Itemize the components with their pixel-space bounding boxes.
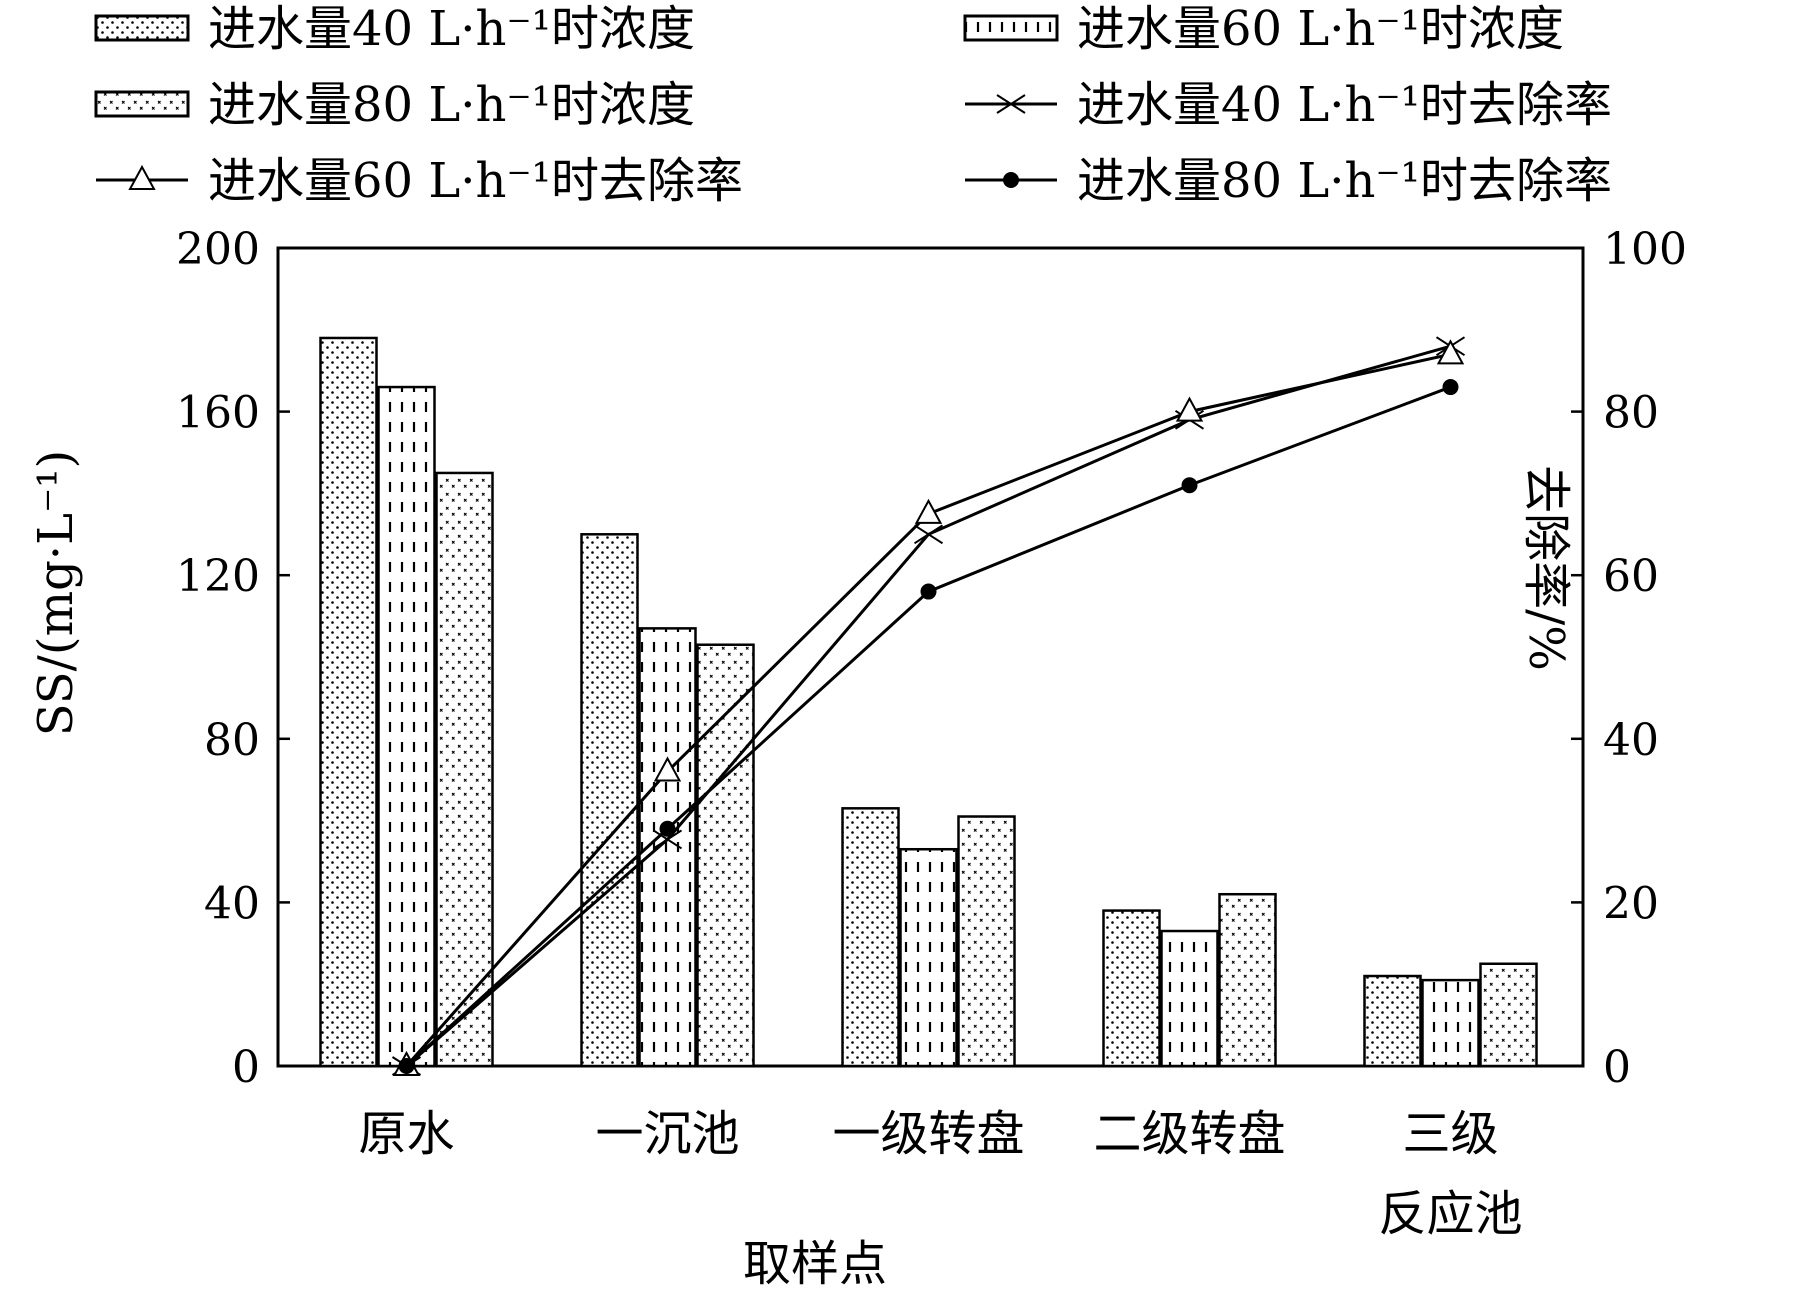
y-left-tick-label-4: 160 bbox=[176, 388, 260, 439]
bar-3-1 bbox=[435, 471, 494, 1068]
y-right-tick-label-0: 0 bbox=[1603, 1042, 1631, 1093]
bar-3-3 bbox=[957, 815, 1016, 1068]
bar-2-1 bbox=[377, 385, 436, 1068]
legend-swatch-2 bbox=[963, 14, 1059, 42]
line-point-3-2 bbox=[659, 820, 676, 837]
line-point-2-2 bbox=[653, 756, 682, 782]
y-axis-label-left: SS/(mg·L⁻¹) bbox=[28, 450, 84, 737]
legend-item-6: 进水量80 L·h⁻¹时去除率 bbox=[965, 153, 1612, 209]
line-point-1-2 bbox=[652, 829, 683, 850]
bar-3-2 bbox=[696, 643, 755, 1068]
y-left-tick-label-5: 200 bbox=[176, 224, 260, 275]
x-tick-label-4: 二级转盘 bbox=[1093, 1106, 1285, 1162]
x-tick-label-5-2: 反应池 bbox=[1378, 1186, 1522, 1242]
bar-3-5 bbox=[1479, 962, 1538, 1068]
legend-marker-4 bbox=[996, 94, 1026, 114]
x-tick-label-3: 一级转盘 bbox=[832, 1106, 1024, 1162]
legend-label-4: 进水量40 L·h⁻¹时去除率 bbox=[1077, 77, 1612, 133]
line-point-2-5 bbox=[1436, 339, 1465, 365]
y-right-tick-label-3: 60 bbox=[1603, 551, 1659, 602]
legend-swatch-3 bbox=[94, 90, 190, 118]
bar-2-3 bbox=[899, 847, 958, 1068]
x-axis-label: 取样点 bbox=[743, 1236, 887, 1289]
x-tick-label-1: 原水 bbox=[358, 1106, 454, 1162]
legend-swatch-1 bbox=[94, 14, 190, 42]
legend-item-5: 进水量60 L·h⁻¹时去除率 bbox=[96, 153, 743, 209]
bars-layer bbox=[319, 336, 1538, 1068]
axes-layer: 0 40 80 120 160 200 0 20 40 60 80 100 原水 一沉池 一级转盘 二级转盘 三… bbox=[176, 224, 1687, 1242]
line-point-3-4 bbox=[1181, 477, 1198, 494]
legend-item-1: 进水量40 L·h⁻¹时浓度 bbox=[94, 1, 695, 57]
bar-1-1 bbox=[319, 336, 378, 1068]
y-left-tick-label-2: 80 bbox=[204, 715, 260, 766]
legend-label-5: 进水量60 L·h⁻¹时去除率 bbox=[208, 153, 743, 209]
line-point-3-5 bbox=[1442, 379, 1459, 396]
legend-marker-6 bbox=[1003, 172, 1019, 188]
y-right-tick-label-1: 20 bbox=[1603, 878, 1659, 929]
bar-1-3 bbox=[841, 807, 900, 1068]
legend-label-6: 进水量80 L·h⁻¹时去除率 bbox=[1077, 153, 1612, 209]
y-left-tick-label-0: 0 bbox=[232, 1042, 260, 1093]
y-right-tick-label-4: 80 bbox=[1603, 388, 1659, 439]
line-point-3-1 bbox=[398, 1058, 415, 1074]
bar-1-4 bbox=[1102, 909, 1161, 1068]
x-tick-label-2: 一沉池 bbox=[595, 1106, 739, 1162]
legend-label-2: 进水量60 L·h⁻¹时浓度 bbox=[1077, 1, 1564, 57]
x-tick-label-5-1: 三级 bbox=[1402, 1106, 1498, 1162]
legend-label-3: 进水量80 L·h⁻¹时浓度 bbox=[208, 77, 695, 133]
y-axis-label-right: 去除率/% bbox=[1518, 465, 1574, 671]
legend-item-2: 进水量60 L·h⁻¹时浓度 bbox=[963, 1, 1564, 57]
bar-2-4 bbox=[1160, 929, 1219, 1068]
bar-1-5 bbox=[1363, 974, 1422, 1068]
line-point-2-4 bbox=[1175, 396, 1204, 422]
bar-3-4 bbox=[1218, 892, 1277, 1068]
y-left-tick-label-3: 120 bbox=[176, 551, 260, 602]
legend-marker-5 bbox=[128, 164, 156, 190]
legend-label-1: 进水量40 L·h⁻¹时浓度 bbox=[208, 1, 695, 57]
line-point-2-3 bbox=[914, 498, 943, 524]
legend-item-4: 进水量40 L·h⁻¹时去除率 bbox=[965, 77, 1612, 133]
y-left-tick-label-1: 40 bbox=[204, 878, 260, 929]
bar-2-5 bbox=[1421, 978, 1480, 1068]
y-right-tick-label-5: 100 bbox=[1603, 224, 1687, 275]
lines-layer bbox=[391, 336, 1466, 1076]
bar-1-2 bbox=[580, 533, 639, 1068]
line-point-3-3 bbox=[920, 583, 937, 600]
legend-item-3: 进水量80 L·h⁻¹时浓度 bbox=[94, 77, 695, 133]
y-right-tick-label-2: 40 bbox=[1603, 715, 1659, 766]
line-point-1-3 bbox=[913, 524, 944, 545]
